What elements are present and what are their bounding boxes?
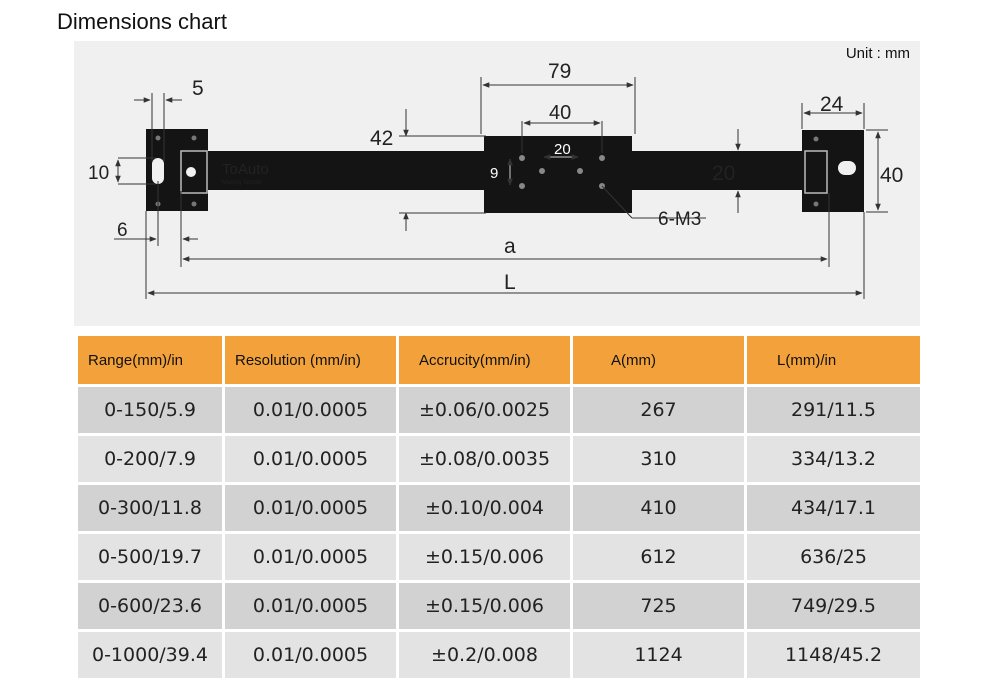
- brand-logo: ToAuto: [222, 161, 269, 178]
- dim-42: 42: [370, 127, 393, 150]
- cell-a: 410: [573, 482, 747, 531]
- table-row: 0-600/23.6 0.01/0.0005 ±0.15/0.006 725 7…: [78, 580, 920, 629]
- right-cap-window: [804, 150, 828, 194]
- mount-hole-icon: [519, 155, 525, 161]
- cell-range: 0-600/23.6: [78, 580, 225, 629]
- dim-L: L: [504, 271, 516, 294]
- cell-l: 1148/45.2: [747, 629, 920, 678]
- screw-icon: [155, 135, 161, 141]
- cell-l: 636/25: [747, 531, 920, 580]
- header-accuracy: Accrucity(mm/in): [399, 336, 573, 384]
- cell-accuracy: ±0.10/0.004: [399, 482, 573, 531]
- dim-5: 5: [192, 77, 204, 100]
- dim-79: 79: [548, 60, 571, 83]
- mount-hole-icon: [577, 168, 583, 174]
- cell-l: 434/17.1: [747, 482, 920, 531]
- cell-accuracy: ±0.2/0.008: [399, 629, 573, 678]
- brand-tagline: Making Simple: [222, 180, 262, 186]
- cell-range: 0-300/11.8: [78, 482, 225, 531]
- header-a: A(mm): [573, 336, 747, 384]
- screw-icon: [813, 201, 819, 207]
- dimension-diagram: ToAuto Making Simple: [74, 41, 920, 326]
- cell-a: 1124: [573, 629, 747, 678]
- dim-20-rail: 20: [712, 162, 735, 185]
- cell-a: 725: [573, 580, 747, 629]
- left-slot: [152, 158, 164, 184]
- cell-range: 0-1000/39.4: [78, 629, 225, 678]
- screw-icon: [191, 201, 197, 207]
- dim-6: 6: [117, 220, 128, 241]
- dim-9: 9: [490, 165, 498, 182]
- left-cap-window: [180, 150, 208, 194]
- cell-range: 0-150/5.9: [78, 384, 225, 433]
- dim-6-m3: 6-M3: [658, 209, 701, 230]
- cell-l: 334/13.2: [747, 433, 920, 482]
- mount-hole-icon: [539, 168, 545, 174]
- table-header-row: Range(mm)/in Resolution (mm/in) Accrucit…: [78, 336, 920, 384]
- screw-icon: [191, 135, 197, 141]
- table-row: 0-500/19.7 0.01/0.0005 ±0.15/0.006 612 6…: [78, 531, 920, 580]
- cell-resolution: 0.01/0.0005: [225, 629, 399, 678]
- cell-range: 0-500/19.7: [78, 531, 225, 580]
- left-cap-hole: [186, 167, 196, 177]
- table-row: 0-1000/39.4 0.01/0.0005 ±0.2/0.008 1124 …: [78, 629, 920, 678]
- header-resolution: Resolution (mm/in): [225, 336, 399, 384]
- cell-a: 267: [573, 384, 747, 433]
- dim-40-right: 40: [880, 164, 903, 187]
- cell-resolution: 0.01/0.0005: [225, 580, 399, 629]
- header-l: L(mm)/in: [747, 336, 920, 384]
- cell-resolution: 0.01/0.0005: [225, 384, 399, 433]
- dim-24: 24: [820, 93, 844, 116]
- cell-accuracy: ±0.06/0.0025: [399, 384, 573, 433]
- spec-table: Range(mm)/in Resolution (mm/in) Accrucit…: [78, 336, 920, 678]
- dim-40-top: 40: [549, 102, 571, 124]
- screw-icon: [813, 136, 819, 142]
- table-row: 0-300/11.8 0.01/0.0005 ±0.10/0.004 410 4…: [78, 482, 920, 531]
- mount-hole-icon: [519, 183, 525, 189]
- cell-resolution: 0.01/0.0005: [225, 482, 399, 531]
- cell-accuracy: ±0.15/0.006: [399, 580, 573, 629]
- cell-a: 310: [573, 433, 747, 482]
- mount-hole-icon: [599, 155, 605, 161]
- unit-label: Unit : mm: [845, 45, 910, 62]
- cell-resolution: 0.01/0.0005: [225, 433, 399, 482]
- cell-accuracy: ±0.15/0.006: [399, 531, 573, 580]
- page-title: Dimensions chart: [57, 9, 227, 34]
- dim-20-inner: 20: [554, 141, 571, 158]
- cell-resolution: 0.01/0.0005: [225, 531, 399, 580]
- dim-10: 10: [88, 163, 109, 184]
- right-slot: [838, 161, 856, 175]
- cell-range: 0-200/7.9: [78, 433, 225, 482]
- cell-l: 291/11.5: [747, 384, 920, 433]
- diagram-svg: ToAuto Making Simple: [88, 60, 903, 299]
- table-row: 0-150/5.9 0.01/0.0005 ±0.06/0.0025 267 2…: [78, 384, 920, 433]
- header-range: Range(mm)/in: [78, 336, 225, 384]
- dim-a: a: [504, 235, 516, 258]
- cell-l: 749/29.5: [747, 580, 920, 629]
- table-row: 0-200/7.9 0.01/0.0005 ±0.08/0.0035 310 3…: [78, 433, 920, 482]
- cell-accuracy: ±0.08/0.0035: [399, 433, 573, 482]
- cell-a: 612: [573, 531, 747, 580]
